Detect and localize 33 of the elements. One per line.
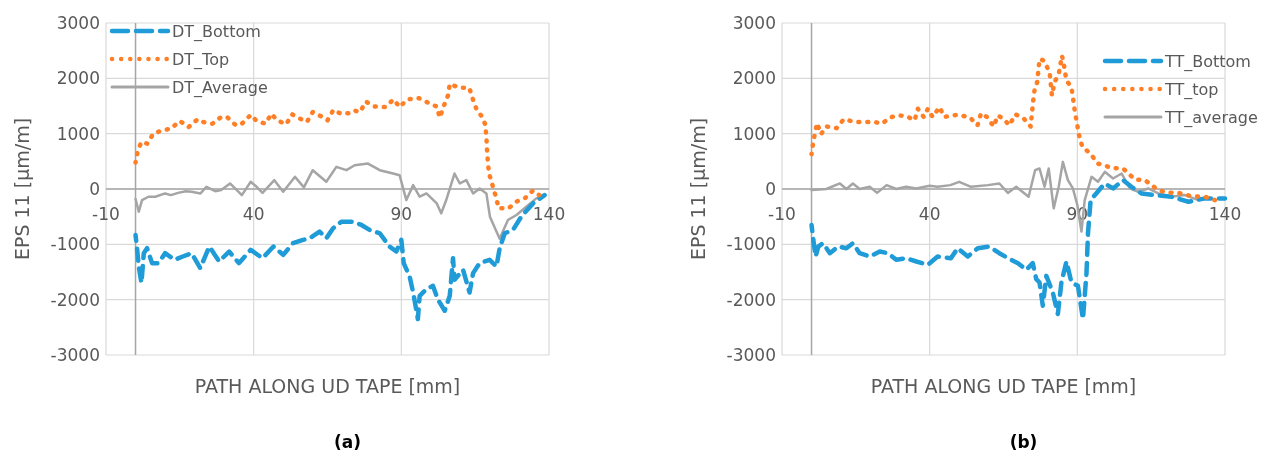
y-tick-label: 3000	[56, 12, 100, 33]
x-axis-title: PATH ALONG UD TAPE [mm]	[194, 375, 461, 397]
y-tick-label: -3000	[726, 344, 776, 365]
x-tick-label: 40	[242, 204, 265, 224]
x-tick-label: 140	[532, 204, 566, 224]
y-tick-label: -1000	[726, 234, 776, 255]
y-axis-title: EPS 11 [μm/m]	[11, 117, 33, 261]
y-tick-label: -2000	[50, 289, 100, 310]
y-tick-label: -1000	[50, 234, 100, 255]
text: (b)	[1009, 432, 1038, 452]
legend-label: DT_Average	[172, 77, 268, 98]
text: (a)	[333, 432, 362, 452]
y-tick-label: -2000	[726, 289, 776, 310]
legend-label: DT_Bottom	[172, 21, 261, 42]
legend-label: DT_Top	[172, 49, 230, 70]
legend-label: TT_Bottom	[1164, 51, 1251, 72]
legend-label: TT_top	[1164, 79, 1219, 100]
y-axis-title: EPS 11 [μm/m]	[687, 117, 709, 261]
legend-label: TT_average	[1164, 107, 1258, 128]
y-tick-label: 2000	[732, 68, 776, 89]
x-axis-title: PATH ALONG UD TAPE [mm]	[870, 375, 1137, 397]
x-tick-label: -10	[768, 204, 796, 224]
y-tick-label: 0	[89, 178, 100, 199]
x-tick-label: 140	[1208, 204, 1242, 224]
y-tick-label: 0	[765, 178, 776, 199]
x-tick-label: 40	[918, 204, 941, 224]
x-tick-label: 90	[390, 204, 413, 224]
y-tick-label: 3000	[732, 12, 776, 33]
x-tick-label: -10	[92, 204, 120, 224]
y-tick-label: 1000	[56, 123, 100, 144]
y-tick-label: -3000	[50, 344, 100, 365]
y-tick-label: 2000	[56, 68, 100, 89]
y-tick-label: 1000	[732, 123, 776, 144]
